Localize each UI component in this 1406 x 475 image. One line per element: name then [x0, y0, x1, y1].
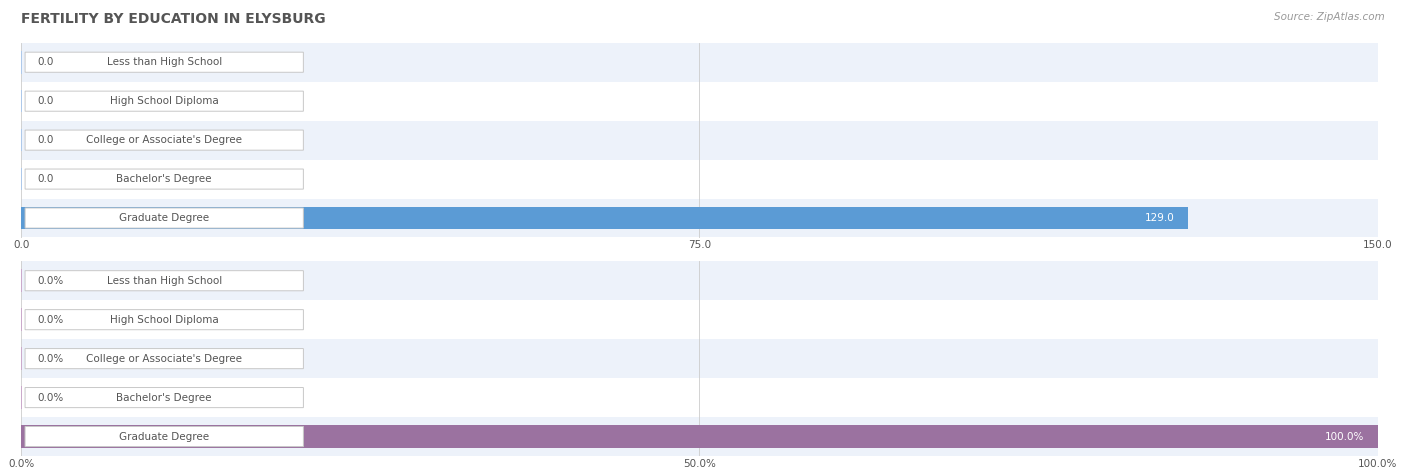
Text: 0.0: 0.0	[38, 96, 53, 106]
Text: Graduate Degree: Graduate Degree	[120, 431, 209, 442]
FancyBboxPatch shape	[25, 52, 304, 72]
FancyBboxPatch shape	[25, 310, 304, 330]
Bar	[21, 425, 1378, 448]
FancyBboxPatch shape	[25, 208, 304, 228]
FancyBboxPatch shape	[25, 388, 304, 408]
Text: College or Associate's Degree: College or Associate's Degree	[86, 353, 242, 364]
Text: Less than High School: Less than High School	[107, 276, 222, 286]
Text: 0.0: 0.0	[38, 57, 53, 67]
Text: High School Diploma: High School Diploma	[110, 96, 218, 106]
Text: 0.0%: 0.0%	[38, 314, 63, 325]
FancyBboxPatch shape	[25, 427, 304, 446]
Text: Source: ZipAtlas.com: Source: ZipAtlas.com	[1274, 12, 1385, 22]
Bar	[21, 207, 1188, 229]
Bar	[21, 378, 1378, 417]
Text: 0.0%: 0.0%	[38, 276, 63, 286]
FancyBboxPatch shape	[25, 169, 304, 189]
Bar	[21, 339, 1378, 378]
Text: Less than High School: Less than High School	[107, 57, 222, 67]
Text: Graduate Degree: Graduate Degree	[120, 213, 209, 223]
Bar	[21, 300, 1378, 339]
Text: 129.0: 129.0	[1144, 213, 1174, 223]
Text: FERTILITY BY EDUCATION IN ELYSBURG: FERTILITY BY EDUCATION IN ELYSBURG	[21, 12, 326, 26]
Text: 0.0%: 0.0%	[38, 353, 63, 364]
Bar	[21, 261, 1378, 300]
Text: 100.0%: 100.0%	[1324, 431, 1364, 442]
Text: 0.0%: 0.0%	[38, 392, 63, 403]
Text: 0.0: 0.0	[38, 135, 53, 145]
FancyBboxPatch shape	[25, 271, 304, 291]
Text: Bachelor's Degree: Bachelor's Degree	[117, 174, 212, 184]
Bar	[21, 121, 1378, 160]
Bar	[21, 43, 1378, 82]
FancyBboxPatch shape	[25, 130, 304, 150]
Bar	[21, 417, 1378, 456]
FancyBboxPatch shape	[25, 91, 304, 111]
Bar	[21, 199, 1378, 238]
Text: College or Associate's Degree: College or Associate's Degree	[86, 135, 242, 145]
Bar	[21, 82, 1378, 121]
Text: 0.0: 0.0	[38, 174, 53, 184]
Text: Bachelor's Degree: Bachelor's Degree	[117, 392, 212, 403]
Text: High School Diploma: High School Diploma	[110, 314, 218, 325]
FancyBboxPatch shape	[25, 349, 304, 369]
Bar	[21, 160, 1378, 199]
